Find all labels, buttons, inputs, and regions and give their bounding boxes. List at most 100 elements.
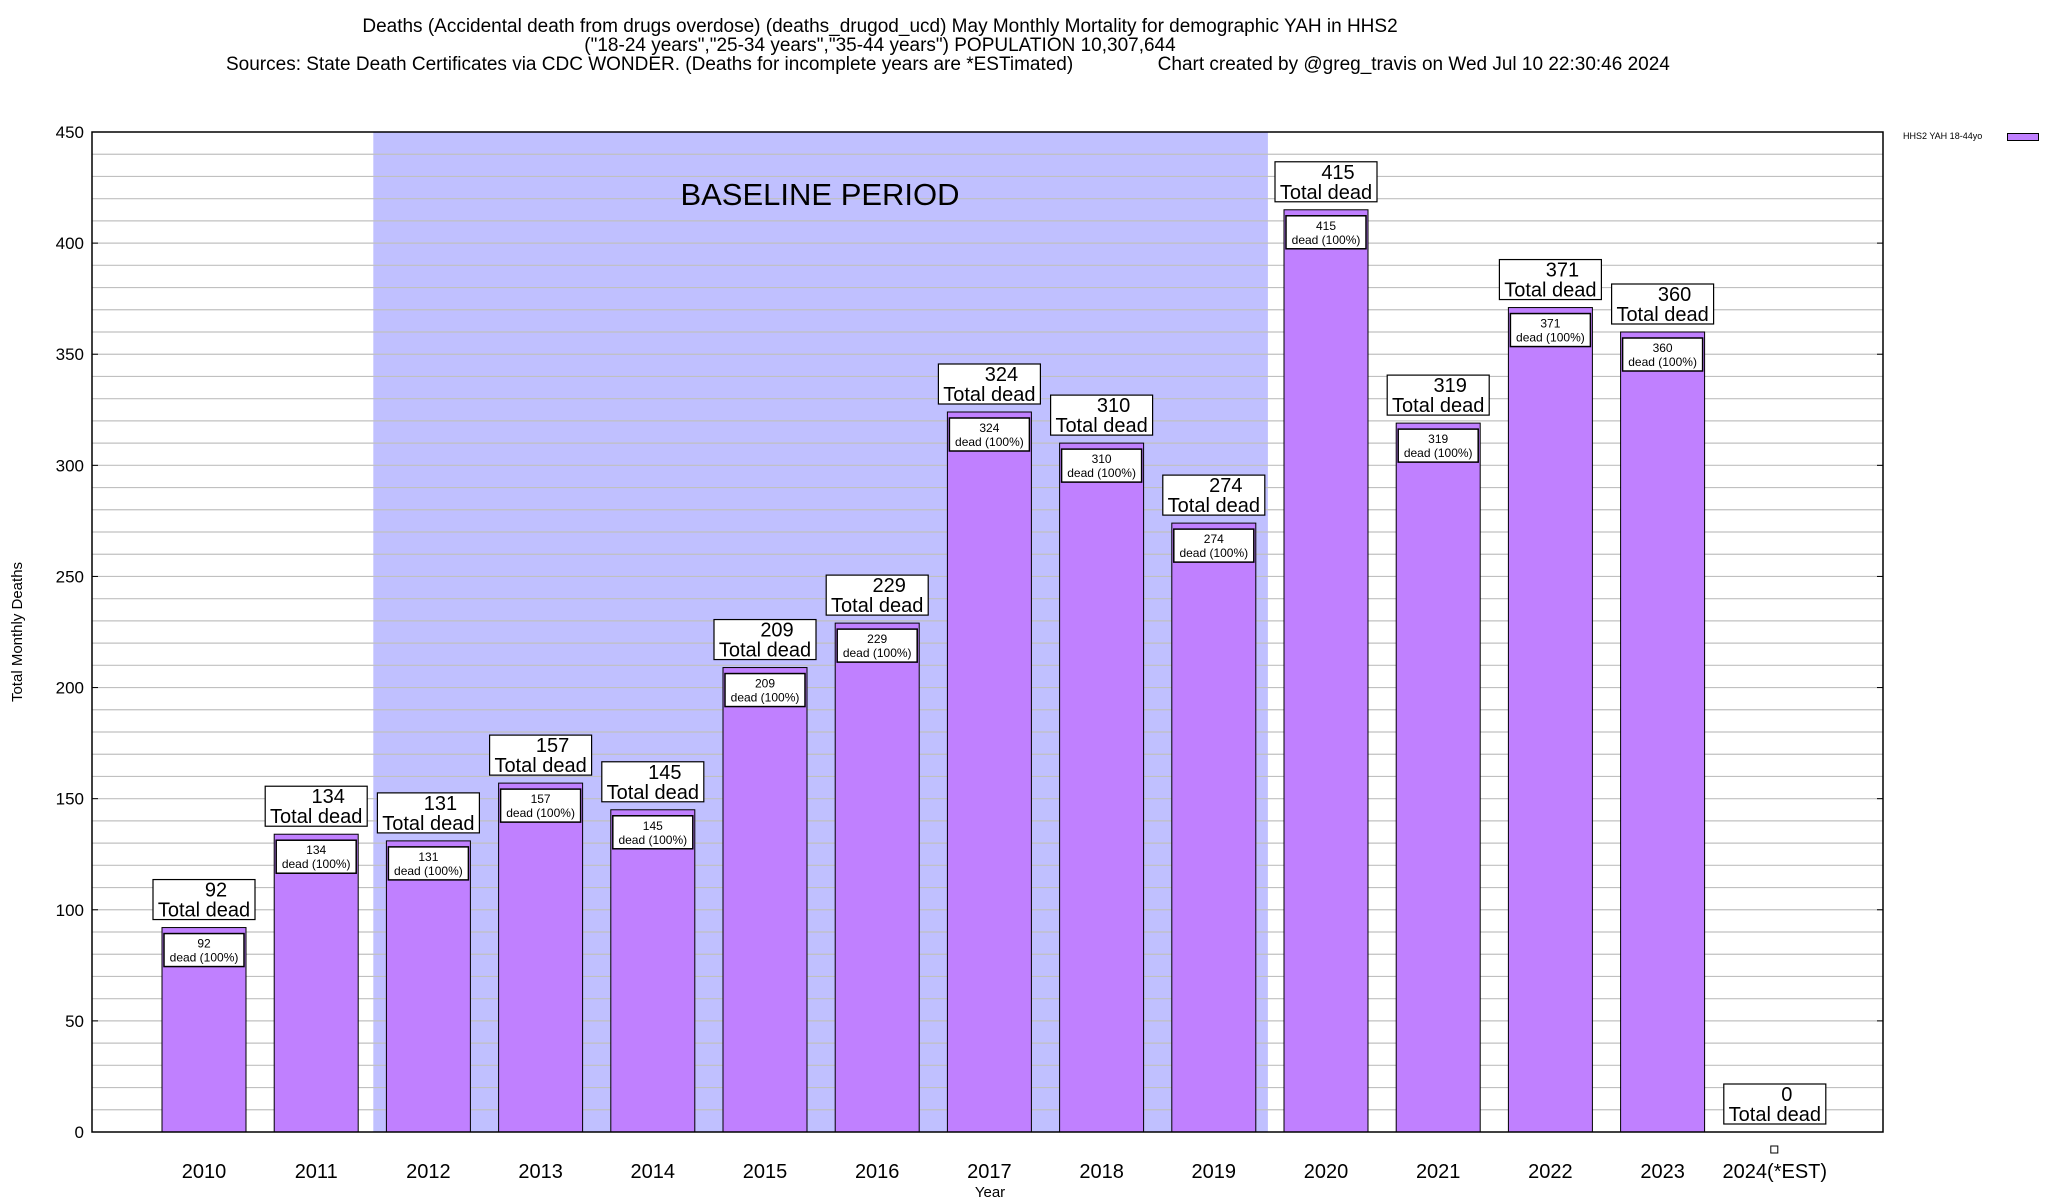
x-tick-label: 2011: [295, 1161, 338, 1183]
total-dead-label: Total dead: [831, 595, 923, 617]
inner-label-box: [387, 846, 470, 881]
total-dead-label: Total dead: [607, 782, 699, 804]
total-label-box: [1610, 283, 1715, 325]
total-label-box: [601, 761, 705, 803]
inner-percent-label: dead (100%): [506, 806, 575, 820]
total-label-box: [825, 574, 929, 616]
total-value-label: 131: [424, 793, 457, 815]
x-tick-label: 2019: [1192, 1161, 1237, 1183]
legend-swatch: [2007, 133, 2039, 141]
x-tick-label: 2012: [406, 1161, 451, 1183]
total-label-box: [1162, 474, 1266, 516]
inner-value-label: 360: [1653, 341, 1673, 355]
total-value-label: 319: [1434, 375, 1467, 397]
inner-label-box: [275, 839, 357, 874]
zero-marker: [1770, 1145, 1779, 1154]
total-dead-label: Total dead: [943, 384, 1035, 406]
inner-label-box: [163, 932, 245, 968]
inner-label-box: [499, 788, 582, 823]
inner-percent-label: dead (100%): [170, 951, 239, 965]
total-dead-label: Total dead: [1504, 280, 1596, 302]
total-label-box: [1386, 374, 1490, 416]
total-dead-label: Total dead: [1616, 304, 1708, 326]
bar: [1507, 307, 1593, 1133]
total-value-label: 360: [1658, 284, 1691, 306]
y-tick-label: 100: [56, 901, 84, 920]
y-tick-label: 450: [56, 123, 84, 142]
bar: [722, 667, 808, 1133]
bar: [1620, 331, 1706, 1133]
total-dead-label: Total dead: [158, 900, 250, 922]
inner-value-label: 131: [418, 850, 438, 864]
inner-label-box: [1173, 528, 1255, 563]
total-label-box: [152, 878, 256, 921]
total-label-box: [1723, 1083, 1827, 1125]
x-tick-label: 2017: [967, 1161, 1012, 1183]
total-label-box: [713, 618, 817, 661]
total-dead-label: Total dead: [270, 806, 362, 828]
total-value-label: 229: [873, 575, 906, 597]
inner-percent-label: dead (100%): [1404, 446, 1473, 460]
plot-frame: [91, 131, 1884, 1133]
inner-value-label: 134: [306, 843, 326, 857]
bar: [834, 622, 920, 1133]
x-tick-label: 2013: [518, 1161, 563, 1183]
inner-label-box: [948, 417, 1031, 452]
inner-value-label: 92: [197, 937, 211, 951]
total-label-box: [489, 734, 593, 776]
inner-percent-label: dead (100%): [282, 857, 351, 871]
inner-label-box: [724, 672, 806, 708]
x-tick-label: 2018: [1079, 1161, 1124, 1183]
total-value-label: 371: [1546, 260, 1579, 282]
total-value-label: 157: [536, 735, 569, 757]
inner-label-box: [1285, 215, 1367, 250]
x-tick-label: 2020: [1304, 1161, 1349, 1183]
total-dead-label: Total dead: [1055, 415, 1147, 437]
y-tick-label: 0: [75, 1123, 84, 1142]
x-tick-label: 2015: [743, 1161, 788, 1183]
bar: [610, 809, 696, 1133]
bar: [385, 840, 471, 1133]
total-dead-label: Total dead: [1280, 182, 1372, 204]
total-dead-label: Total dead: [382, 813, 474, 835]
total-dead-label: Total dead: [1168, 495, 1260, 517]
x-tick-label: 2024(*EST): [1723, 1161, 1828, 1183]
bar: [498, 782, 584, 1133]
inner-value-label: 310: [1092, 452, 1112, 466]
inner-label-box: [1397, 428, 1479, 463]
total-value-label: 310: [1097, 395, 1130, 417]
total-dead-label: Total dead: [1729, 1104, 1821, 1126]
inner-value-label: 229: [867, 632, 887, 646]
inner-value-label: 157: [531, 792, 551, 806]
x-axis-label: Year: [975, 1184, 1005, 1200]
x-tick-label: 2014: [631, 1161, 676, 1183]
bar: [946, 411, 1032, 1133]
bar: [1171, 522, 1257, 1133]
inner-percent-label: dead (100%): [394, 864, 463, 878]
inner-percent-label: dead (100%): [1292, 233, 1361, 247]
total-value-label: 324: [985, 364, 1018, 386]
x-tick-label: 2016: [855, 1161, 900, 1183]
total-value-label: 274: [1209, 475, 1242, 497]
inner-percent-label: dead (100%): [1179, 546, 1248, 560]
inner-label-box: [612, 815, 694, 850]
inner-percent-label: dead (100%): [1628, 355, 1697, 369]
x-tick-label: 2023: [1640, 1161, 1685, 1183]
total-value-label: 209: [760, 620, 793, 642]
y-tick-label: 350: [56, 345, 84, 364]
total-value-label: 415: [1321, 162, 1354, 184]
x-tick-label: 2022: [1528, 1161, 1573, 1183]
y-tick-label: 50: [65, 1012, 84, 1031]
inner-value-label: 145: [643, 819, 663, 833]
bar: [273, 833, 359, 1133]
total-dead-label: Total dead: [1392, 395, 1484, 417]
total-label-box: [1274, 161, 1378, 203]
legend-label: HHS2 YAH 18-44yo: [1903, 131, 1983, 141]
chart-title-line-2: ("18-24 years","25-34 years","35-44 year…: [584, 35, 1176, 56]
y-tick-label: 400: [56, 234, 84, 253]
inner-value-label: 319: [1428, 432, 1448, 446]
inner-label-box: [836, 628, 918, 663]
total-label-box: [1498, 258, 1603, 301]
total-label-box: [937, 363, 1042, 405]
